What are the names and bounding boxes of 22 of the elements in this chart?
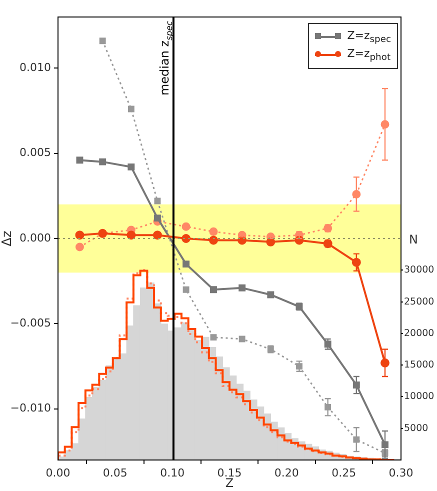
x-tick-label: 0.30 (388, 466, 414, 480)
y-tick-label: −0.010 (10, 402, 51, 415)
y2-tick-label: 20000 (404, 328, 434, 339)
x-tick-label: 0.10 (160, 466, 185, 480)
y-tick-label: 0.000 (20, 231, 51, 244)
y2-axis-title: N (409, 232, 418, 246)
y-tick-label: −0.005 (10, 316, 51, 330)
y2-tick-label: 15000 (404, 360, 434, 371)
y-axis-title: Δz (0, 230, 16, 246)
y2-tick-label: 5000 (404, 422, 428, 434)
x-tick-label: 0.05 (102, 466, 128, 480)
legend-label: Z=z$_{spec}$ (347, 28, 391, 46)
x-tick-label: 0.20 (274, 466, 299, 480)
legend-label: Z=z$_{phot}$ (347, 46, 391, 64)
y-tick-label: 0.005 (20, 146, 51, 160)
ref-line-label: median zspec (157, 20, 174, 96)
y2-tick-label: 30000 (404, 264, 434, 276)
y2-tick-label: 25000 (404, 296, 434, 308)
x-tick-label: 0.00 (46, 466, 70, 480)
y2-tick-label: 10000 (404, 391, 434, 402)
x-tick-label: 0.25 (332, 466, 356, 480)
y-tick-label: 0.010 (20, 60, 51, 74)
